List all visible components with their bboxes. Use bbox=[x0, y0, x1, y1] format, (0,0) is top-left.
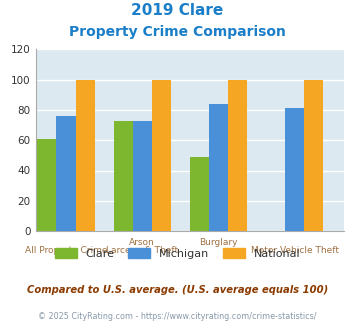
Text: Arson: Arson bbox=[129, 238, 155, 247]
Text: 2019 Clare: 2019 Clare bbox=[131, 3, 224, 18]
Text: Larceny & Theft: Larceny & Theft bbox=[106, 246, 178, 254]
Text: Property Crime Comparison: Property Crime Comparison bbox=[69, 25, 286, 39]
Bar bbox=[76, 80, 94, 231]
Text: © 2025 CityRating.com - https://www.cityrating.com/crime-statistics/: © 2025 CityRating.com - https://www.city… bbox=[38, 312, 317, 321]
Bar bbox=[37, 139, 56, 231]
Text: All Property Crime: All Property Crime bbox=[25, 246, 107, 254]
Text: Compared to U.S. average. (U.S. average equals 100): Compared to U.S. average. (U.S. average … bbox=[27, 285, 328, 295]
Bar bbox=[133, 120, 152, 231]
Legend: Clare, Michigan, National: Clare, Michigan, National bbox=[50, 243, 305, 263]
Bar bbox=[152, 80, 171, 231]
Text: Burglary: Burglary bbox=[199, 238, 238, 247]
Bar bbox=[228, 80, 247, 231]
Bar bbox=[304, 80, 323, 231]
Bar bbox=[56, 116, 76, 231]
Bar bbox=[114, 120, 133, 231]
Bar bbox=[209, 104, 228, 231]
Text: Motor Vehicle Theft: Motor Vehicle Theft bbox=[251, 246, 339, 254]
Bar bbox=[285, 109, 304, 231]
Bar bbox=[190, 157, 209, 231]
